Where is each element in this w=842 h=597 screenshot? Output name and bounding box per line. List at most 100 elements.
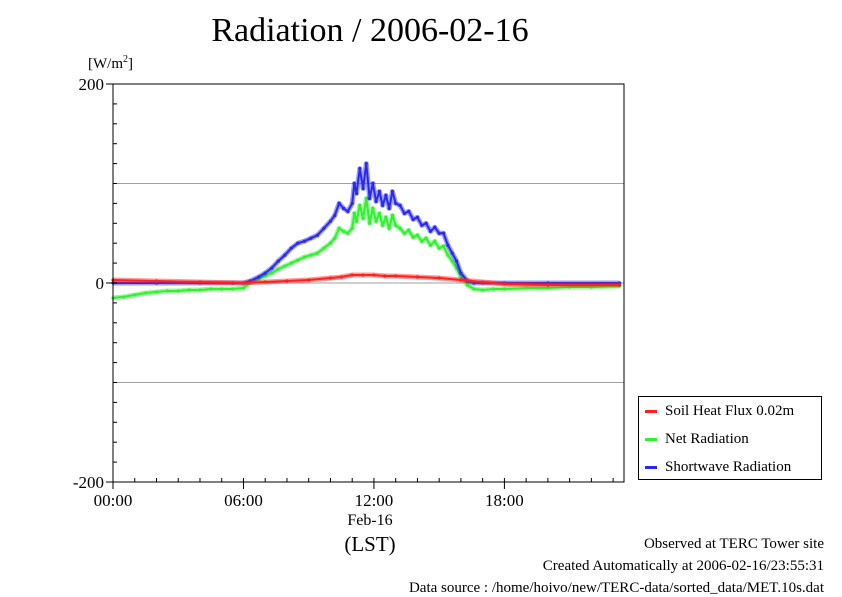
data-point bbox=[154, 290, 159, 294]
data-point bbox=[361, 186, 365, 191]
data-point bbox=[337, 226, 341, 230]
x-tick-label: 00:00 bbox=[94, 491, 133, 510]
legend-swatch-green bbox=[645, 437, 657, 441]
footer-source: Data source : /home/hoivo/new/TERC-data/… bbox=[408, 580, 824, 596]
data-point bbox=[337, 201, 341, 205]
legend-item-net-radiation: Net Radiation bbox=[645, 428, 749, 450]
data-point bbox=[346, 209, 350, 213]
data-point bbox=[415, 233, 420, 237]
data-point bbox=[481, 280, 485, 284]
legend-swatch-blue bbox=[645, 465, 657, 469]
data-point bbox=[198, 280, 202, 284]
data-point bbox=[289, 261, 293, 265]
data-point bbox=[144, 291, 148, 295]
data-point bbox=[387, 206, 391, 210]
data-point bbox=[394, 223, 398, 227]
data-point bbox=[361, 216, 365, 220]
data-point bbox=[333, 213, 337, 217]
data-point bbox=[328, 219, 333, 223]
data-point bbox=[441, 244, 446, 248]
data-point bbox=[387, 226, 391, 230]
axis-ticks: 00:00 06:00 12:00 18:00 -200 0 200 bbox=[73, 75, 614, 510]
data-point bbox=[315, 233, 319, 237]
data-point bbox=[546, 283, 550, 287]
data-point bbox=[381, 223, 385, 227]
data-point bbox=[358, 203, 362, 207]
data-point bbox=[257, 275, 261, 279]
x-axis-unit-label: (LST) bbox=[344, 532, 396, 556]
data-point bbox=[354, 219, 359, 223]
data-point bbox=[407, 228, 411, 232]
data-point bbox=[133, 293, 137, 297]
data-point bbox=[618, 283, 622, 287]
data-point bbox=[415, 215, 420, 219]
chart-title: Radiation / 2006-02-16 bbox=[211, 12, 529, 49]
data-point bbox=[198, 288, 202, 292]
data-point bbox=[241, 286, 246, 290]
legend-label: Shortwave Radiation bbox=[665, 458, 792, 475]
data-point bbox=[568, 285, 572, 289]
data-point bbox=[454, 259, 459, 263]
data-point bbox=[263, 271, 267, 275]
x-tick-label: 06:00 bbox=[224, 491, 263, 510]
data-point bbox=[309, 236, 313, 240]
data-point bbox=[437, 231, 441, 235]
legend: Soil Heat Flux 0.02m Net Radiation Short… bbox=[638, 396, 822, 480]
data-point bbox=[358, 166, 362, 171]
y-tick-label: 0 bbox=[96, 274, 105, 293]
data-point bbox=[433, 239, 437, 243]
data-point bbox=[398, 226, 402, 230]
data-point bbox=[220, 287, 224, 291]
data-point bbox=[307, 278, 311, 282]
data-point bbox=[263, 280, 267, 284]
data-point bbox=[296, 241, 300, 245]
data-point bbox=[302, 239, 306, 243]
data-point bbox=[428, 243, 433, 247]
data-point bbox=[352, 181, 356, 186]
data-point bbox=[276, 259, 280, 263]
data-point bbox=[283, 253, 287, 257]
data-point bbox=[341, 206, 346, 210]
data-point bbox=[283, 264, 287, 268]
data-point bbox=[263, 274, 267, 278]
data-point bbox=[491, 287, 496, 291]
data-point bbox=[383, 274, 387, 278]
y-tick-label: -200 bbox=[73, 473, 104, 492]
series-line bbox=[113, 162, 620, 284]
data-point bbox=[346, 231, 350, 235]
data-point bbox=[322, 226, 326, 230]
data-point bbox=[361, 273, 365, 277]
data-point bbox=[459, 275, 463, 279]
data-point bbox=[350, 273, 354, 277]
data-point bbox=[402, 231, 406, 235]
data-point bbox=[589, 285, 593, 289]
series-line bbox=[112, 197, 620, 299]
data-point bbox=[424, 236, 428, 240]
data-point bbox=[450, 251, 454, 255]
data-point bbox=[420, 239, 424, 243]
data-point bbox=[328, 241, 333, 245]
data-point bbox=[296, 258, 300, 262]
data-point bbox=[341, 229, 346, 233]
data-point bbox=[122, 295, 126, 299]
data-point bbox=[209, 287, 213, 291]
data-point bbox=[454, 266, 459, 270]
data-point bbox=[502, 287, 507, 291]
footer-created: Created Automatically at 2006-02-16/23:5… bbox=[542, 558, 824, 574]
data-point bbox=[364, 196, 368, 201]
series-glow bbox=[113, 161, 620, 286]
data-point bbox=[377, 189, 381, 194]
y-tick-label: 200 bbox=[79, 75, 105, 94]
data-point bbox=[424, 221, 428, 225]
data-point bbox=[350, 226, 354, 230]
x-axis-date-label: Feb-16 bbox=[347, 512, 393, 529]
legend-label: Soil Heat Flux 0.02m bbox=[665, 402, 795, 419]
data-point bbox=[472, 287, 476, 291]
data-point bbox=[364, 162, 368, 166]
data-point bbox=[446, 243, 450, 247]
data-point bbox=[350, 201, 354, 205]
data-point bbox=[441, 231, 446, 235]
data-point bbox=[372, 273, 376, 277]
data-point bbox=[187, 288, 191, 292]
data-point bbox=[398, 203, 402, 207]
